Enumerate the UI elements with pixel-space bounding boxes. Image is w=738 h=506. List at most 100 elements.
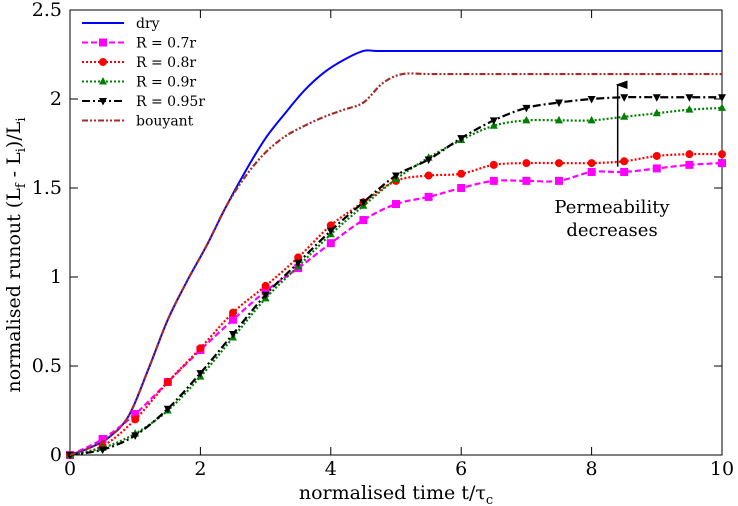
legend: dry R = 0.7r R = 0.8r R = 0.9r R = 0.95r bouy… [82, 16, 205, 130]
x-tick-label: 6 [455, 458, 467, 480]
data-point-r-0-8r [196, 344, 205, 353]
series-line-r-0-7r [69, 161, 723, 456]
data-point-r-0-7r [359, 216, 368, 225]
y-tick-label: 2.5 [32, 0, 62, 21]
series-layer [66, 49, 726, 460]
annotation-text: decreases [566, 220, 657, 241]
axis-ticks: 0 2 4 6 8 10 0 0.5 1 1.5 2 2.5 [32, 0, 734, 480]
y-tick-label: 2 [50, 88, 62, 110]
data-point-r-0-7r [620, 167, 629, 176]
legend-marker-r-0-8r [99, 58, 107, 66]
x-tick-label: 4 [325, 458, 337, 480]
x-tick-label: 10 [710, 458, 734, 480]
data-point-r-0-8r [229, 308, 237, 317]
data-point-r-0-7r [522, 176, 531, 185]
data-point-r-0-95r [229, 330, 237, 339]
legend-label-bouyant: bouyant [136, 114, 194, 130]
x-axis-title: normalised time t/τc [299, 482, 493, 506]
y-tick-label: 1.5 [32, 177, 62, 199]
data-point-r-0-7r [131, 410, 140, 419]
data-point-r-0-95r [555, 99, 563, 108]
series-line-dry [69, 49, 722, 456]
data-point-r-0-9r [489, 121, 498, 129]
data-point-r-0-8r [522, 159, 531, 168]
data-point-r-0-8r [326, 221, 335, 230]
data-point-r-0-95r [620, 94, 629, 102]
y-tick-label: 1 [50, 266, 62, 288]
data-point-r-0-7r [718, 159, 726, 168]
annotation-text: Permeability [554, 197, 670, 218]
data-point-r-0-7r [587, 167, 596, 176]
data-point-r-0-8r [131, 415, 140, 424]
data-point-r-0-95r [131, 432, 140, 440]
data-point-r-0-8r [261, 281, 270, 290]
series-line-r-0-95r [69, 95, 722, 457]
data-point-r-0-95r [163, 405, 172, 414]
data-point-r-0-8r [685, 150, 694, 159]
legend-marker-r-0-7r [99, 38, 107, 47]
data-point-r-0-7r [392, 200, 400, 209]
y-tick-label: 0.5 [32, 355, 62, 377]
legend-label-dry: dry [136, 16, 160, 32]
series-line-bouyant [69, 72, 722, 457]
series-bouyant [69, 72, 722, 457]
data-point-r-0-8r [587, 159, 596, 168]
data-point-r-0-95r [685, 94, 694, 102]
data-point-r-0-9r [718, 103, 726, 111]
data-point-r-0-7r [489, 176, 498, 185]
data-point-r-0-9r [685, 105, 694, 113]
data-point-r-0-7r [261, 287, 270, 296]
legend-label-r-0-7r: R = 0.7r [136, 36, 196, 52]
data-point-r-0-9r [652, 108, 661, 117]
plot-border [69, 9, 723, 456]
data-point-r-0-7r [98, 434, 107, 443]
data-point-r-0-7r [555, 176, 563, 185]
data-point-r-0-95r [587, 96, 596, 104]
data-point-r-0-9r [522, 115, 531, 124]
data-point-r-0-95r [196, 370, 205, 378]
data-point-r-0-95r [392, 172, 400, 181]
data-point-r-0-95r [457, 135, 466, 143]
y-tick-label: 0 [50, 444, 62, 466]
x-tick-label: 0 [64, 458, 76, 480]
data-point-r-0-95r [652, 94, 661, 102]
legend-label-r-0-95r: R = 0.95r [136, 94, 205, 110]
legend-marker-r-0-95r [99, 98, 107, 106]
series-r-0-95r [66, 94, 726, 460]
data-point-r-0-8r [652, 151, 661, 160]
data-point-r-0-95r [359, 199, 368, 207]
data-point-r-0-95r [489, 117, 498, 125]
data-point-r-0-7r [326, 239, 335, 248]
data-point-r-0-8r [457, 169, 466, 178]
data-point-r-0-8r [555, 159, 563, 168]
data-point-r-0-95r [261, 291, 270, 300]
data-point-r-0-95r [522, 104, 531, 113]
data-point-r-0-9r [620, 112, 629, 120]
series-r-0-9r [66, 103, 726, 458]
data-point-r-0-95r [326, 227, 335, 236]
data-point-r-0-7r [652, 164, 661, 173]
plot-frame [69, 9, 723, 456]
data-point-r-0-95r [718, 94, 726, 102]
data-point-r-0-8r [620, 157, 629, 166]
data-point-r-0-7r [424, 192, 433, 201]
data-point-r-0-9r [587, 115, 596, 124]
x-tick-label: 2 [194, 458, 206, 480]
series-dry [69, 49, 722, 456]
data-point-r-0-8r [489, 160, 498, 169]
data-point-r-0-7r [229, 315, 237, 324]
data-point-r-0-9r [555, 115, 563, 124]
data-point-r-0-7r [457, 184, 466, 192]
data-point-r-0-7r [685, 160, 694, 169]
data-point-r-0-95r [98, 446, 107, 455]
data-point-r-0-8r [424, 171, 433, 180]
data-point-r-0-95r [294, 259, 303, 268]
y-axis-title: normalised runout (Lf - Li)/Li [3, 117, 29, 392]
x-tick-label: 8 [586, 458, 598, 480]
data-point-r-0-8r [163, 378, 172, 387]
data-point-r-0-8r [718, 150, 726, 159]
legend-label-r-0-8r: R = 0.8r [136, 55, 196, 71]
legend-label-r-0-9r: R = 0.9r [136, 75, 196, 91]
